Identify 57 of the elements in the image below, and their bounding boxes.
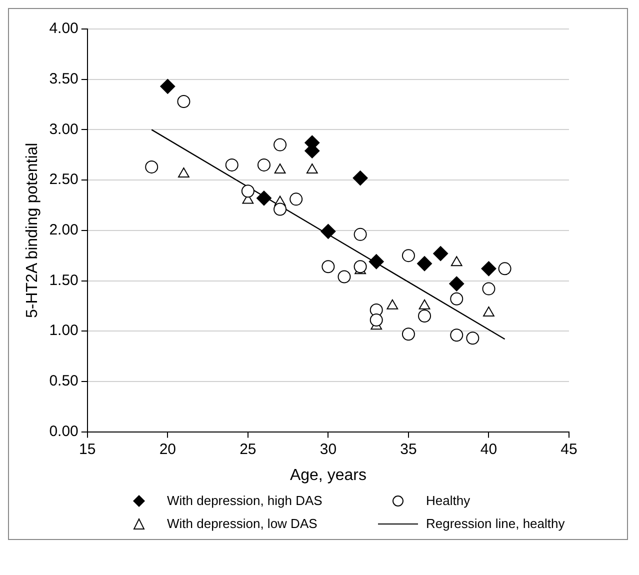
point <box>338 270 351 284</box>
point <box>418 299 430 310</box>
point <box>483 306 494 316</box>
x-tick-label: 35 <box>400 440 417 458</box>
point <box>481 261 496 276</box>
x-tick-label: 30 <box>320 440 337 458</box>
point <box>386 299 398 310</box>
y-tick-label: 1.50 <box>49 272 78 289</box>
point <box>145 160 158 174</box>
point <box>177 95 190 108</box>
point <box>402 249 415 262</box>
point <box>257 158 270 172</box>
point <box>354 260 367 274</box>
y-tick-label: 2.50 <box>49 171 78 188</box>
point <box>368 254 384 270</box>
point <box>274 138 287 152</box>
point <box>433 246 448 262</box>
point <box>417 256 432 272</box>
point <box>450 292 464 306</box>
point <box>402 328 415 341</box>
x-tick-label: 25 <box>240 440 256 458</box>
point <box>241 184 254 198</box>
y-tick-label: 4.00 <box>49 20 78 38</box>
y-tick-label: 3.00 <box>49 120 78 138</box>
point <box>274 202 287 216</box>
y-tick-label: 1.00 <box>49 322 78 340</box>
point <box>290 192 303 206</box>
point <box>482 282 496 296</box>
legend-label: Regression line, healthy <box>426 516 565 531</box>
point <box>320 224 336 239</box>
y-tick-label: 3.50 <box>49 70 78 88</box>
point <box>370 314 383 327</box>
point <box>160 78 176 94</box>
point <box>498 262 512 276</box>
point <box>322 260 335 274</box>
x-tick-label: 45 <box>560 440 578 458</box>
point <box>449 276 464 292</box>
y-tick-label: 2.00 <box>49 222 78 239</box>
x-axis-title: Age, years <box>290 466 366 484</box>
x-tick-label: 20 <box>159 440 176 458</box>
x-tick-label: 15 <box>79 440 96 458</box>
y-tick-label: 0.50 <box>49 372 78 390</box>
point <box>256 190 272 206</box>
point <box>354 228 367 241</box>
y-tick-label: 0.00 <box>49 422 78 440</box>
point <box>178 168 190 178</box>
point <box>450 328 464 342</box>
point <box>225 158 238 172</box>
point <box>450 256 462 266</box>
point <box>466 332 480 345</box>
legend-label: Healthy <box>426 493 470 508</box>
legend-label: With depression, low DAS <box>167 516 318 531</box>
point <box>418 309 432 322</box>
legend-label: With depression, high DAS <box>167 493 322 508</box>
x-tick-label: 40 <box>480 440 498 458</box>
point <box>352 170 368 186</box>
y-axis-title: 5-HT2A binding potential <box>24 142 42 318</box>
